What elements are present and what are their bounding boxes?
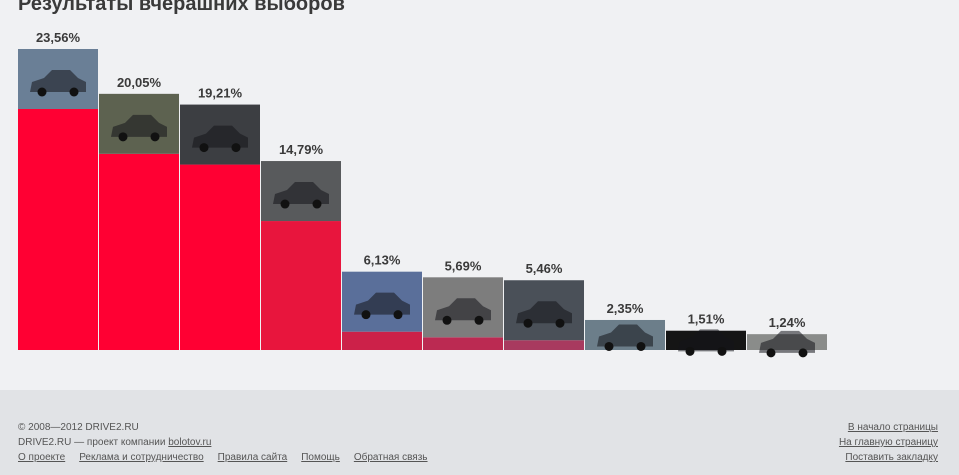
footer-link-help[interactable]: Помощь — [301, 452, 340, 463]
car-silhouette-icon — [354, 292, 410, 315]
bar-value-label-4: 14,79% — [279, 142, 324, 157]
wheel-icon — [636, 341, 646, 351]
wheel-icon — [312, 199, 322, 209]
results-bar-chart: 23,56% 20,05% 19,21% 14,79% 6,13% 5,69% 5,46% 2… — [18, 30, 827, 358]
footer: © 2008—2012 DRIVE2.RU DRIVE2.RU — проект… — [0, 390, 959, 475]
bar-group-1[interactable]: 23,56% — [18, 30, 98, 350]
bar-value-label-8: 2,35% — [607, 301, 644, 316]
wheel-icon — [393, 310, 403, 320]
car-silhouette-icon — [30, 70, 86, 92]
wheel-icon — [199, 143, 209, 153]
wheel-icon — [69, 87, 79, 97]
car-silhouette-icon — [678, 329, 734, 352]
wheel-icon — [555, 318, 565, 328]
link-page-top[interactable]: В начало страницы — [847, 422, 938, 433]
bar-value-label-1: 23,56% — [36, 30, 81, 45]
wheel-icon — [280, 199, 290, 209]
bar-value-label-3: 19,21% — [198, 86, 243, 101]
bar-value-label-6: 5,69% — [445, 258, 482, 273]
bar-value-label-9: 1,51% — [688, 312, 725, 327]
wheel-icon — [118, 132, 128, 142]
copyright: © 2008—2012 DRIVE2.RU — [18, 422, 139, 433]
company-link[interactable]: bolotov.ru — [168, 437, 212, 448]
wheel-icon — [442, 315, 452, 325]
bar-6[interactable] — [423, 337, 503, 350]
wheel-icon — [37, 87, 47, 97]
bar-3[interactable] — [180, 164, 260, 350]
car-silhouette-icon — [516, 301, 572, 324]
footer-link-rules[interactable]: Правила сайта — [217, 452, 288, 463]
bar-group-9[interactable]: 1,51% — [666, 312, 746, 356]
bar-group-5[interactable]: 6,13% — [342, 253, 422, 350]
bar-group-3[interactable]: 19,21% — [180, 86, 260, 350]
wheel-icon — [604, 341, 614, 351]
bar-value-label-10: 1,24% — [769, 315, 806, 330]
bar-value-label-7: 5,46% — [526, 261, 563, 276]
wheel-icon — [717, 346, 727, 356]
car-silhouette-icon — [435, 298, 491, 321]
car-silhouette-icon — [111, 114, 167, 137]
car-silhouette-icon — [273, 182, 329, 205]
link-home[interactable]: На главную страницу — [838, 437, 938, 448]
bar-group-2[interactable]: 20,05% — [99, 75, 179, 350]
bar-value-label-5: 6,13% — [364, 253, 401, 268]
wheel-icon — [523, 318, 533, 328]
footer-right: В начало страницы На главную страницу По… — [839, 420, 938, 465]
bar-group-4[interactable]: 14,79% — [261, 142, 341, 350]
bar-group-8[interactable]: 2,35% — [585, 301, 665, 351]
bar-group-7[interactable]: 5,46% — [504, 261, 584, 350]
bar-5[interactable] — [342, 331, 422, 350]
company-prefix: DRIVE2.RU — проект компании — [18, 437, 169, 448]
wheel-icon — [150, 132, 160, 142]
page-title: Результаты вчерашних выборов — [18, 0, 345, 15]
footer-left: © 2008—2012 DRIVE2.RU DRIVE2.RU — проект… — [18, 420, 442, 465]
wheel-icon — [798, 348, 808, 358]
bar-1[interactable] — [18, 109, 98, 350]
footer-link-ads[interactable]: Реклама и сотрудничество — [79, 452, 204, 463]
wheel-icon — [474, 315, 484, 325]
footer-links: О проекте Реклама и сотрудничество Правила… — [18, 450, 442, 465]
footer-link-feedback[interactable]: Обратная связь — [353, 452, 428, 463]
bar-4[interactable] — [261, 221, 341, 350]
wheel-icon — [361, 310, 371, 320]
wheel-icon — [766, 348, 776, 358]
car-silhouette-icon — [597, 324, 653, 347]
link-bookmark[interactable]: Поставить закладку — [845, 452, 938, 463]
car-silhouette-icon — [759, 330, 815, 353]
footer-link-about[interactable]: О проекте — [18, 452, 66, 463]
bar-group-10[interactable]: 1,24% — [747, 315, 827, 358]
bar-group-6[interactable]: 5,69% — [423, 258, 503, 350]
bar-7[interactable] — [504, 340, 584, 350]
car-silhouette-icon — [192, 125, 248, 148]
wheel-icon — [685, 346, 695, 356]
bar-value-label-2: 20,05% — [117, 75, 162, 90]
wheel-icon — [231, 143, 241, 153]
company-line: DRIVE2.RU — проект компании bolotov.ru — [18, 435, 442, 450]
bar-2[interactable] — [99, 153, 179, 350]
